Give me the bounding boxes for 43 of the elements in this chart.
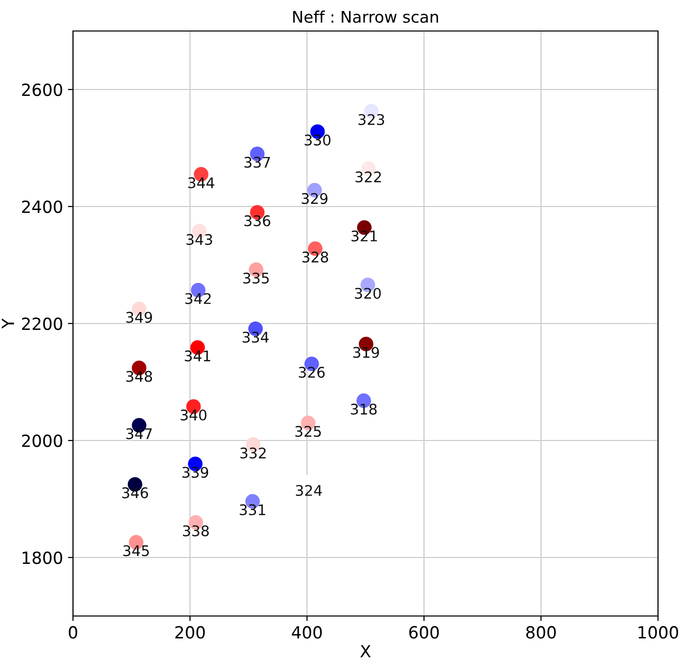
y-axis-title: Y <box>2 318 14 329</box>
annotation: 328 <box>302 252 328 263</box>
annotation: 339 <box>182 466 208 478</box>
annotation: 322 <box>356 171 381 182</box>
annotation: 326 <box>298 366 325 378</box>
annotation: 320 <box>355 288 381 299</box>
annotation: 321 <box>352 230 377 242</box>
x-tick-label: 800 <box>526 626 556 639</box>
annotation: 329 <box>302 193 328 204</box>
annotation: 324 <box>296 484 322 496</box>
annotation: 330 <box>304 134 330 146</box>
annotation: 331 <box>240 504 266 516</box>
annotation: 323 <box>358 114 384 126</box>
x-tick-label: 400 <box>292 626 322 639</box>
annotation: 344 <box>188 177 214 188</box>
annotation: 319 <box>353 346 379 358</box>
annotation: 318 <box>350 404 377 415</box>
annotation: 349 <box>126 312 152 323</box>
annotation: 341 <box>184 350 210 362</box>
annotation: 334 <box>242 332 269 343</box>
annotation: 343 <box>186 234 212 246</box>
y-tick-label: 2000 <box>22 434 62 448</box>
annotation: 345 <box>123 545 149 556</box>
x-axis-title: X <box>360 645 371 658</box>
annotation: 337 <box>244 156 270 168</box>
x-tick-label: 0 <box>68 626 78 639</box>
annotation: 338 <box>183 525 209 536</box>
x-tick-label: 600 <box>409 626 439 639</box>
annotation: 336 <box>244 215 270 226</box>
annotation: 340 <box>180 409 206 421</box>
annotation: 347 <box>126 428 152 440</box>
y-tick-label: 2200 <box>22 317 62 330</box>
annotation: 342 <box>185 293 211 304</box>
annotation: 325 <box>295 426 321 437</box>
annotation: 332 <box>240 448 266 459</box>
y-tick-label: 1800 <box>22 551 62 564</box>
chart-title: Neff : Narrow scan <box>293 10 438 23</box>
annotation: 348 <box>126 370 152 382</box>
annotation: 335 <box>243 272 269 284</box>
x-tick-label: 1000 <box>638 626 678 639</box>
y-tick-label: 2400 <box>22 200 62 214</box>
x-tick-label: 200 <box>175 626 205 639</box>
y-tick-label: 2600 <box>22 83 62 96</box>
